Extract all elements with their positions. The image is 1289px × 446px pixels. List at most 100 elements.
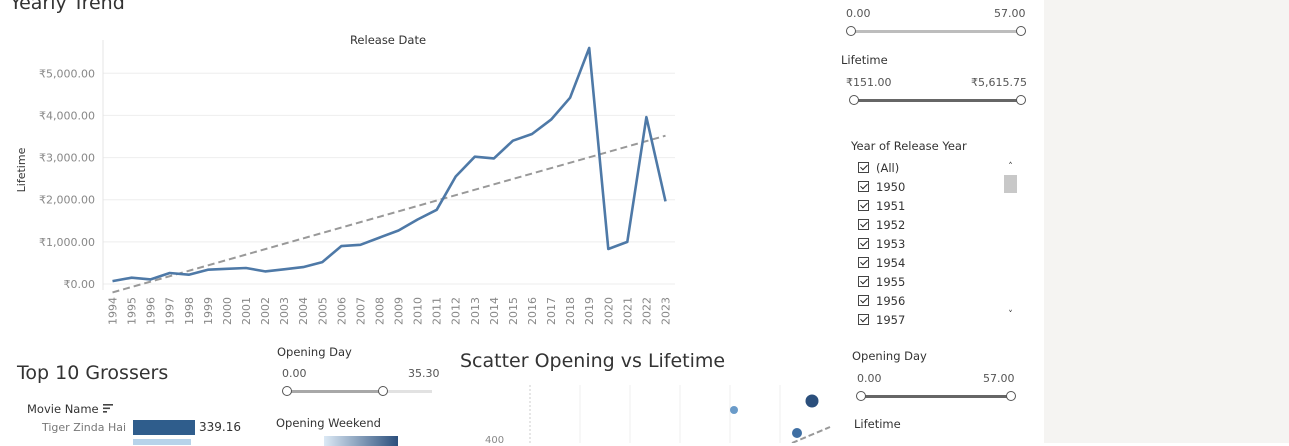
opening-day-right-track[interactable] — [860, 395, 1015, 398]
x-tick-label: 2017 — [545, 297, 558, 325]
year-item-label: 1955 — [876, 274, 906, 289]
scatter-point[interactable] — [805, 394, 819, 408]
checkbox-icon[interactable] — [858, 276, 869, 287]
y-tick-label: ₹3,000.00 — [39, 152, 95, 165]
sort-icon[interactable] — [102, 402, 113, 416]
x-tick-label: 2009 — [393, 297, 406, 325]
lifetime-range-track[interactable] — [853, 99, 1023, 102]
y-tick-label: ₹2,000.00 — [39, 194, 95, 207]
top-grossers-title: Top 10 Grossers — [17, 362, 169, 384]
scatter-trend-line — [791, 426, 831, 443]
x-tick-label: 2004 — [297, 297, 310, 325]
x-ticks: 1994 1995 1996 1997 1998 1999 2000 2001 2002 2003… — [107, 297, 673, 325]
opening-day-right-min-handle[interactable] — [856, 391, 866, 401]
year-item-label: 1953 — [876, 236, 906, 251]
scroll-up-icon[interactable]: ˄ — [1008, 162, 1013, 172]
year-item-all[interactable]: (All) — [858, 158, 899, 177]
color-legend-ramp — [324, 436, 398, 446]
opening-day-mid-min: 0.00 — [282, 367, 307, 380]
year-item[interactable]: 1955 — [858, 272, 905, 291]
opening-day-mid-max: 35.30 — [408, 367, 440, 380]
trend-line — [112, 134, 666, 294]
x-tick-label: 1999 — [202, 297, 215, 325]
x-tick-label: 2013 — [469, 297, 482, 325]
grosser-name: Tiger Zinda Hai — [42, 421, 127, 434]
year-item[interactable]: 1956 — [858, 291, 905, 310]
series-line[interactable] — [112, 46, 667, 283]
movie-name-header-label: Movie Name — [27, 402, 99, 416]
opening-day-mid-max-handle[interactable] — [378, 386, 388, 396]
year-item[interactable]: 1957 — [858, 310, 905, 329]
x-tick-label: 2014 — [488, 297, 501, 325]
x-tick-label: 1995 — [126, 297, 139, 325]
grosser-bar[interactable] — [133, 439, 191, 445]
x-tick-label: 2011 — [431, 297, 444, 325]
year-item-label: 1954 — [876, 255, 906, 270]
year-item[interactable]: 1952 — [858, 215, 905, 234]
lifetime-max-handle[interactable] — [1016, 95, 1026, 105]
year-item[interactable]: 1953 — [858, 234, 905, 253]
opening-day-mid-min-handle[interactable] — [282, 386, 292, 396]
opening-day-mid-track[interactable] — [286, 390, 382, 393]
x-tick-label: 1994 — [107, 297, 120, 325]
checkbox-icon[interactable] — [858, 295, 869, 306]
x-tick-label: 2006 — [335, 297, 348, 325]
checkbox-icon[interactable] — [858, 238, 869, 249]
lifetime-min-value: ₹151.00 — [846, 76, 892, 89]
x-tick-label: 1997 — [164, 297, 177, 325]
year-list-scrollbar[interactable] — [1003, 158, 1018, 324]
y-tick-label: ₹4,000.00 — [39, 109, 95, 122]
top-range-max: 57.00 — [994, 7, 1026, 20]
checkbox-icon[interactable] — [858, 314, 869, 325]
checkbox-icon[interactable] — [858, 257, 869, 268]
y-tick-label: ₹1,000.00 — [39, 236, 95, 249]
x-tick-label: 2002 — [259, 297, 272, 325]
year-item-label: 1957 — [876, 312, 906, 327]
grosser-bar[interactable] — [133, 420, 195, 435]
grid-lines — [102, 40, 675, 290]
x-tick-label: 2018 — [564, 297, 577, 325]
opening-weekend-label: Opening Weekend — [276, 416, 381, 430]
year-item-label: 1951 — [876, 198, 906, 213]
opening-day-right-label: Opening Day — [852, 349, 927, 363]
top-range-max-handle[interactable] — [1016, 26, 1026, 36]
y-axis-label: Lifetime — [15, 147, 28, 192]
y-tick-label: ₹0.00 — [64, 278, 96, 291]
opening-day-right-max-handle[interactable] — [1006, 391, 1016, 401]
scatter-point[interactable] — [792, 428, 802, 438]
x-tick-label: 2015 — [507, 297, 520, 325]
checkbox-icon[interactable] — [858, 200, 869, 211]
chart-title: Release Date — [350, 33, 426, 47]
year-item[interactable]: 1954 — [858, 253, 905, 272]
top-range-min-handle[interactable] — [846, 26, 856, 36]
x-tick-label: 2005 — [316, 297, 329, 325]
scatter-point[interactable] — [730, 406, 738, 414]
x-tick-label: 2016 — [526, 297, 539, 325]
year-item[interactable]: 1951 — [858, 196, 905, 215]
x-tick-label: 2003 — [278, 297, 291, 325]
top-range-track[interactable] — [851, 30, 1023, 33]
checkbox-icon[interactable] — [858, 181, 869, 192]
scroll-down-icon[interactable]: ˅ — [1008, 310, 1013, 320]
lifetime-bottom-label: Lifetime — [854, 417, 901, 431]
year-filter-label: Year of Release Year — [851, 139, 967, 153]
yearly-trend-chart: Release Date Lifetime ₹0.00 ₹1,000.00 ₹2,0… — [15, 33, 675, 325]
x-tick-label: 2020 — [602, 297, 615, 325]
y-tick-label: ₹5,000.00 — [39, 67, 95, 80]
lifetime-min-handle[interactable] — [849, 95, 859, 105]
year-item[interactable]: 1950 — [858, 177, 905, 196]
movie-name-header[interactable]: Movie Name — [27, 402, 113, 416]
checkbox-icon[interactable] — [858, 162, 869, 173]
scroll-thumb[interactable] — [1004, 175, 1017, 193]
x-tick-label: 1998 — [183, 297, 196, 325]
x-tick-label: 2012 — [450, 297, 463, 325]
grosser-value: 339.16 — [199, 420, 241, 434]
x-tick-label: 2010 — [412, 297, 425, 325]
checkbox-icon[interactable] — [858, 219, 869, 230]
year-item-label: (All) — [876, 160, 900, 175]
y-ticks: ₹0.00 ₹1,000.00 ₹2,000.00 ₹3,000.00 ₹4,000.0… — [39, 67, 95, 291]
opening-day-right-max: 57.00 — [983, 372, 1015, 385]
year-item-label: 1950 — [876, 179, 906, 194]
top-range-min: 0.00 — [846, 7, 871, 20]
scatter-y-tick: 400 — [485, 435, 504, 443]
